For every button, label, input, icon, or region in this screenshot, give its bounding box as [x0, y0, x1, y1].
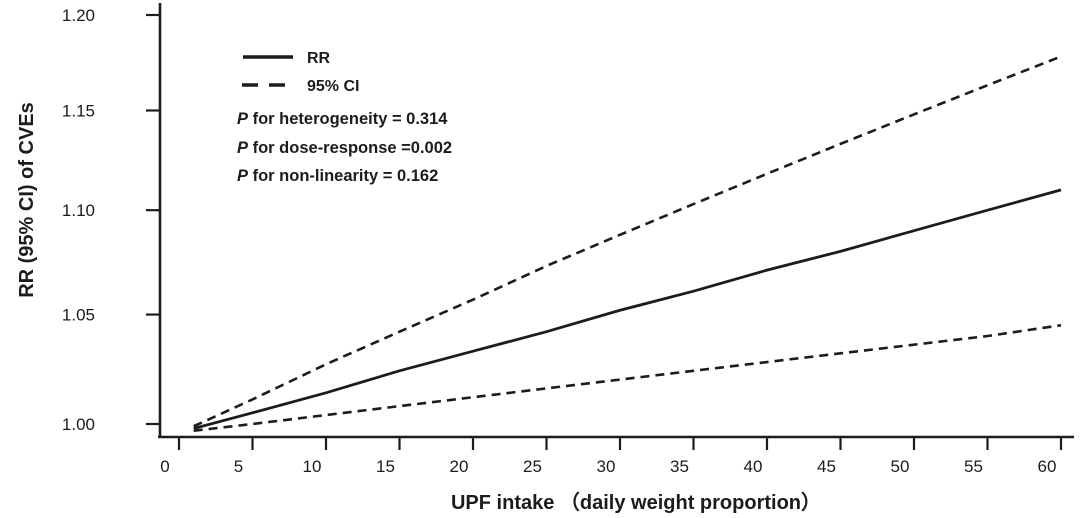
series-line-rr [193, 188, 1062, 430]
x-tick-label: 30 [597, 457, 616, 476]
p-symbol: P [237, 110, 249, 128]
annotation-heterogeneity: P for heterogeneity = 0.314 [237, 110, 448, 128]
series-line-95-ci-lower [193, 323, 1062, 433]
annotation-dose-response: P for dose-response =0.002 [237, 139, 452, 157]
annotation-non-linearity: P for non-linearity = 0.162 [237, 167, 438, 185]
x-tick-label: 10 [303, 457, 322, 476]
x-tick-label: 5 [234, 457, 243, 476]
y-tick-label: 1.00 [62, 415, 95, 434]
x-axis-title: UPF intake （daily weight proportion） [451, 491, 821, 514]
annotation-text: for non-linearity = 0.162 [248, 167, 438, 185]
legend-label-95ci: 95% CI [307, 78, 359, 95]
x-tick-label: 35 [670, 457, 689, 476]
x-axis-ticks: 0 5 10 15 20 25 30 35 40 45 50 55 60 [160, 437, 1063, 476]
p-symbol: P [237, 139, 249, 157]
p-symbol: P [237, 167, 249, 185]
annotation-text: for heterogeneity = 0.314 [248, 110, 448, 128]
y-tick-label: 1.05 [62, 306, 95, 325]
y-tick-label: 1.15 [62, 101, 95, 120]
x-tick-label: 50 [891, 457, 910, 476]
x-tick-label: 25 [523, 457, 542, 476]
x-tick-label: 0 [160, 457, 169, 476]
x-tick-label: 60 [1038, 457, 1057, 476]
series-lines [193, 55, 1062, 433]
y-axis-ticks: 1.00 1.05 1.10 1.15 1.20 [62, 6, 160, 434]
legend-label-rr: RR [307, 50, 331, 67]
p-value-annotations: P for heterogeneity = 0.314 P for dose-r… [237, 110, 452, 185]
annotation-text: for dose-response =0.002 [248, 139, 452, 157]
x-tick-label: 40 [744, 457, 763, 476]
x-tick-label: 15 [376, 457, 395, 476]
series-line-95-ci-upper [193, 55, 1062, 428]
y-axis-title: RR (95% CI) of CVEs [16, 102, 38, 298]
x-tick-label: 55 [964, 457, 983, 476]
y-tick-label: 1.20 [62, 6, 95, 25]
axes: 1.00 1.05 1.10 1.15 1.20 0 5 10 15 20 25 30 35 40 45 5… [62, 3, 1074, 476]
x-tick-label: 20 [450, 457, 469, 476]
legend: RR 95% CI [242, 50, 359, 95]
x-tick-label: 45 [817, 457, 836, 476]
y-tick-label: 1.10 [62, 201, 95, 220]
